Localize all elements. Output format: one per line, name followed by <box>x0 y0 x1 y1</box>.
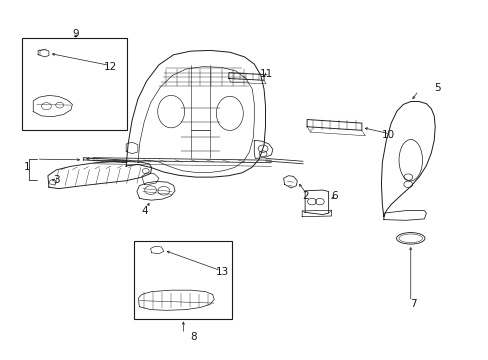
Text: 6: 6 <box>331 191 338 201</box>
Text: 3: 3 <box>53 175 60 185</box>
Text: 1: 1 <box>23 162 30 172</box>
Bar <box>134 241 232 319</box>
Text: 11: 11 <box>259 69 273 79</box>
Text: 5: 5 <box>433 83 440 93</box>
Text: 12: 12 <box>103 62 117 72</box>
Bar <box>22 38 127 130</box>
Text: 2: 2 <box>302 191 308 201</box>
Text: 13: 13 <box>215 267 229 277</box>
Text: 7: 7 <box>409 299 416 309</box>
Text: 4: 4 <box>141 206 147 216</box>
Text: 8: 8 <box>189 332 196 342</box>
Text: 9: 9 <box>72 29 79 39</box>
Text: 10: 10 <box>382 130 394 140</box>
